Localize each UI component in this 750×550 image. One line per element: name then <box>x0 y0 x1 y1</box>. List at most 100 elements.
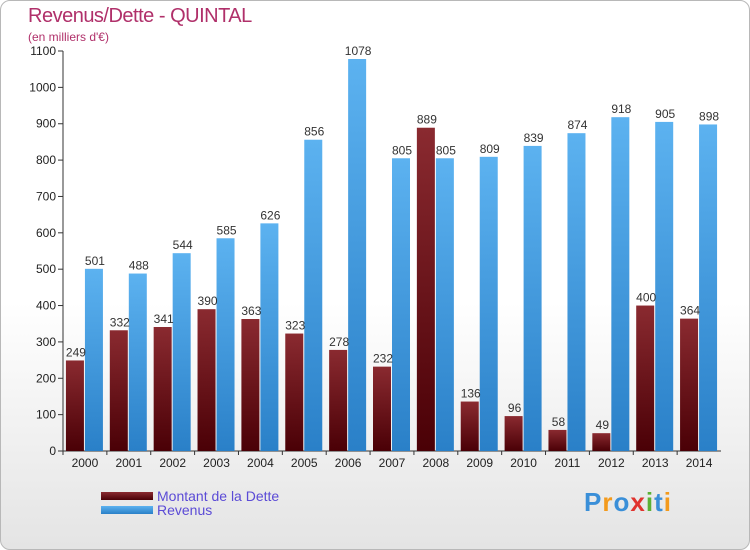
y-tick-label: 0 <box>49 444 56 458</box>
legend-swatch-debt <box>101 492 153 500</box>
data-label-revenus-2002: 544 <box>173 238 193 252</box>
bar-debt-2002 <box>153 327 172 451</box>
data-label-revenus-2000: 501 <box>85 254 105 268</box>
data-label-debt-2007: 232 <box>373 352 393 366</box>
bar-debt-2006 <box>329 349 348 451</box>
legend-label-debt: Montant de la Dette <box>157 488 280 504</box>
data-label-revenus-2010: 839 <box>524 131 544 145</box>
bar-debt-2010 <box>504 416 523 451</box>
bar-revenus-2006 <box>348 59 367 451</box>
data-label-debt-2010: 96 <box>508 401 522 415</box>
bar-revenus-2007 <box>392 158 410 452</box>
data-label-debt-2002: 341 <box>154 312 174 326</box>
y-tick-label: 1000 <box>29 80 56 94</box>
legend-label-revenus: Revenus <box>157 502 213 518</box>
bar-revenus-2005 <box>304 139 323 451</box>
data-label-debt-2012: 49 <box>596 418 610 432</box>
bar-debt-2014 <box>680 318 699 451</box>
chart-title: Revenus/Dette - QUINTAL <box>28 5 252 27</box>
data-label-debt-2006: 278 <box>329 335 349 349</box>
bar-debt-2008 <box>416 127 435 452</box>
x-tick-label: 2010 <box>510 456 537 470</box>
x-tick-label: 2004 <box>247 456 274 470</box>
data-label-revenus-2004: 626 <box>260 208 280 222</box>
data-label-revenus-2011: 874 <box>567 118 587 132</box>
data-label-revenus-2012: 918 <box>611 102 631 116</box>
x-tick-label: 2007 <box>379 456 406 470</box>
y-tick-label: 700 <box>36 189 56 203</box>
data-label-revenus-2013: 905 <box>655 107 675 121</box>
x-tick-label: 2000 <box>72 456 99 470</box>
y-tick-label: 800 <box>36 153 56 167</box>
chart-subtitle: (en milliers d'€) <box>28 30 109 44</box>
bar-debt-2011 <box>548 429 567 451</box>
data-label-debt-2001: 332 <box>110 315 130 329</box>
bar-revenus-2013 <box>655 121 674 451</box>
data-label-revenus-2003: 585 <box>217 223 237 237</box>
data-label-revenus-2005: 856 <box>304 125 324 139</box>
data-labels: 249 501 332 488 341 544 390 585 363 626 323 856 278 1… <box>66 44 719 432</box>
legend-swatch-revenus <box>101 506 153 514</box>
x-tick-label: 2005 <box>291 456 318 470</box>
bar-debt-2004 <box>241 319 260 451</box>
bar-debt-2003 <box>197 309 216 451</box>
data-label-revenus-2009: 809 <box>480 142 500 156</box>
x-tick-label: 2013 <box>642 456 669 470</box>
x-tick-label: 2002 <box>159 456 186 470</box>
y-tick-label: 600 <box>36 226 56 240</box>
bar-debt-2005 <box>285 333 304 451</box>
data-label-debt-2008: 889 <box>417 113 437 127</box>
data-label-debt-2009: 136 <box>461 387 481 401</box>
y-tick-label: 1100 <box>30 44 56 58</box>
legend-item-revenus: Revenus <box>101 502 212 518</box>
data-label-revenus-2006: 1078 <box>345 44 372 58</box>
y-tick-label: 400 <box>36 299 56 313</box>
bar-revenus-2002 <box>172 253 191 451</box>
data-label-debt-2003: 390 <box>198 294 218 308</box>
bar-revenus-2014 <box>699 124 718 452</box>
y-tick-label: 900 <box>36 117 56 131</box>
bar-revenus-2001 <box>128 273 147 451</box>
bar-revenus-2009 <box>479 156 498 451</box>
x-tick-label: 2003 <box>203 456 230 470</box>
legend-item-debt: Montant de la Dette <box>101 488 279 504</box>
data-label-debt-2013: 400 <box>636 291 656 305</box>
data-label-debt-2004: 363 <box>241 304 261 318</box>
y-tick-label: 300 <box>36 335 56 349</box>
bar-debt-2001 <box>109 330 128 451</box>
y-tick-label: 200 <box>36 371 56 385</box>
bar-debt-2012 <box>592 433 611 451</box>
bar-revenus-2004 <box>260 223 279 451</box>
bar-revenus-2000 <box>84 268 103 451</box>
bars <box>65 59 718 452</box>
x-tick-label: 2012 <box>598 456 625 470</box>
bar-debt-2009 <box>460 401 479 451</box>
x-tick-label: 2008 <box>423 456 450 470</box>
data-label-revenus-2007: 805 <box>392 143 412 157</box>
data-label-debt-2011: 58 <box>552 415 566 429</box>
bar-revenus-2012 <box>611 117 630 451</box>
data-label-debt-2014: 364 <box>680 304 700 318</box>
x-tick-label: 2011 <box>555 456 581 470</box>
x-tick-label: 2009 <box>466 456 493 470</box>
bar-debt-2000 <box>65 360 84 451</box>
data-label-debt-2005: 323 <box>285 319 305 333</box>
bar-revenus-2003 <box>216 238 235 451</box>
bar-debt-2013 <box>636 305 655 451</box>
y-tick-label: 500 <box>36 262 56 276</box>
bar-revenus-2008 <box>435 158 454 452</box>
x-tick-label: 2014 <box>686 456 713 470</box>
proxiti-logo: Proxiti <box>584 487 672 517</box>
bar-revenus-2011 <box>567 133 586 451</box>
x-tick-label: 2006 <box>335 456 362 470</box>
y-tick-label: 100 <box>36 408 56 422</box>
data-label-debt-2000: 249 <box>66 345 86 359</box>
bar-revenus-2010 <box>523 145 542 451</box>
data-label-revenus-2014: 898 <box>699 109 719 123</box>
data-label-revenus-2001: 488 <box>129 259 149 273</box>
x-tick-label: 2001 <box>115 456 142 470</box>
bar-debt-2007 <box>373 366 391 451</box>
data-label-revenus-2008: 805 <box>436 143 456 157</box>
